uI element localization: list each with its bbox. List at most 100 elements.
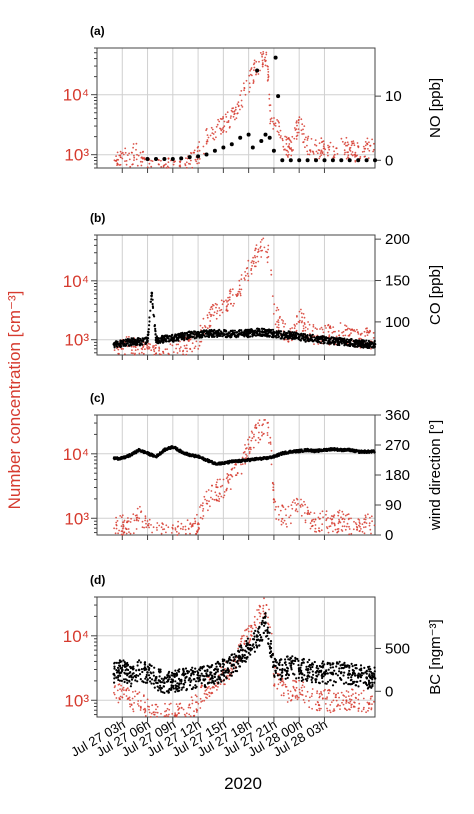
co-point <box>343 344 346 347</box>
number-concentration-point <box>116 520 119 522</box>
number-concentration-point <box>155 711 157 714</box>
number-concentration-point <box>266 251 269 254</box>
co-point <box>155 341 158 344</box>
number-concentration-point <box>125 163 128 166</box>
number-concentration-point <box>213 311 216 314</box>
number-concentration-point <box>240 463 242 466</box>
number-concentration-point <box>134 349 137 351</box>
number-concentration-point <box>262 607 264 610</box>
number-concentration-point <box>261 59 264 62</box>
number-concentration-point <box>300 503 303 506</box>
number-concentration-point <box>246 272 249 275</box>
number-concentration-point <box>216 499 218 502</box>
bc-point <box>147 668 151 672</box>
co-point <box>195 332 198 335</box>
co-point <box>192 332 195 335</box>
bc-point <box>210 671 213 674</box>
number-concentration-point <box>325 519 328 522</box>
no-point <box>255 68 260 73</box>
number-concentration-point <box>316 152 319 155</box>
number-concentration-point <box>225 116 228 118</box>
number-concentration-point <box>328 335 331 338</box>
co-point <box>352 340 355 343</box>
number-concentration-point <box>250 267 253 270</box>
bc-point <box>355 667 358 670</box>
number-concentration-point <box>211 132 214 135</box>
co-point <box>345 339 348 342</box>
number-concentration-point <box>253 59 256 62</box>
number-concentration-point <box>302 313 305 315</box>
number-concentration-point <box>363 526 365 529</box>
number-concentration-point <box>370 532 372 535</box>
number-concentration-point <box>248 451 251 453</box>
number-concentration-point <box>234 106 237 109</box>
co-point <box>237 335 240 338</box>
co-point <box>222 332 225 335</box>
bc-point <box>259 633 262 637</box>
number-concentration-point <box>195 532 198 535</box>
co-point <box>365 339 368 342</box>
number-concentration-point <box>178 347 181 350</box>
bc-point <box>327 668 330 671</box>
bc-point <box>264 629 267 632</box>
bc-point <box>191 666 194 669</box>
number-concentration-point <box>232 305 235 307</box>
bc-point <box>294 657 297 660</box>
bc-point <box>373 666 376 669</box>
number-concentration-point <box>210 314 213 316</box>
bc-point <box>162 679 165 682</box>
number-concentration-point <box>116 158 118 161</box>
bc-point <box>247 651 250 655</box>
number-concentration-point <box>278 317 281 319</box>
number-concentration-point <box>227 303 230 306</box>
number-concentration-point <box>327 517 329 519</box>
number-concentration-point <box>143 711 146 714</box>
number-concentration-point <box>302 699 305 701</box>
number-concentration-point <box>174 528 177 531</box>
number-concentration-point <box>290 154 293 157</box>
number-concentration-point <box>285 153 288 156</box>
co-point <box>153 325 156 328</box>
bc-point <box>307 674 310 677</box>
bc-point <box>296 657 299 661</box>
number-concentration-point <box>282 145 285 148</box>
number-concentration-point <box>314 524 317 526</box>
number-concentration-point <box>305 695 307 698</box>
number-concentration-point <box>196 150 199 153</box>
number-concentration-point <box>227 480 230 483</box>
co-point <box>229 329 232 332</box>
number-concentration-point <box>351 329 354 331</box>
number-concentration-point <box>358 524 360 527</box>
number-concentration-point <box>145 526 148 529</box>
number-concentration-point <box>254 256 257 259</box>
number-concentration-point <box>126 154 129 157</box>
number-concentration-point <box>272 498 275 501</box>
co-point <box>151 305 154 308</box>
co-point <box>151 302 154 306</box>
bc-point <box>335 661 339 664</box>
number-concentration-point <box>129 705 132 708</box>
bc-point <box>240 646 243 649</box>
number-concentration-point <box>206 502 209 505</box>
number-concentration-point <box>250 626 252 629</box>
co-point <box>238 332 242 335</box>
number-concentration-point <box>257 609 260 611</box>
number-concentration-point <box>200 340 203 343</box>
co-point <box>277 333 280 336</box>
number-concentration-point <box>345 702 347 704</box>
number-concentration-point <box>341 701 343 704</box>
number-concentration-point <box>270 449 273 452</box>
number-concentration-point <box>144 517 147 520</box>
number-concentration-point <box>303 686 306 688</box>
number-concentration-point <box>125 160 128 162</box>
bc-point <box>227 668 230 671</box>
number-concentration-point <box>347 513 350 515</box>
bc-point <box>253 632 256 635</box>
number-concentration-point <box>139 505 141 508</box>
bc-point <box>301 673 304 676</box>
number-concentration-point <box>231 288 234 291</box>
number-concentration-point <box>299 504 302 507</box>
bc-point <box>331 663 334 666</box>
